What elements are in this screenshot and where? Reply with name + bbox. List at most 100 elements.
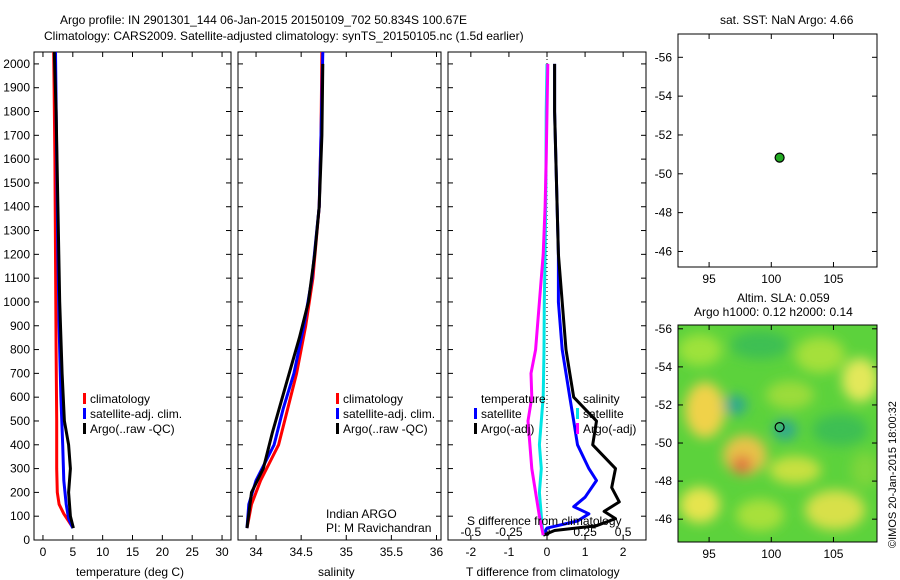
difference-s-tick-label: -0.25 <box>495 525 523 539</box>
depth-tick-label: 600 <box>10 390 30 404</box>
sst-map-ytick-label: -52 <box>655 128 673 142</box>
difference-legend-s-argo-swatch <box>576 423 579 434</box>
salinity-legend-climatology-swatch <box>336 393 339 404</box>
depth-tick-label: 2000 <box>3 57 30 71</box>
salinity-legend-climatology: climatology <box>343 392 404 406</box>
difference-xtick-label: 2 <box>620 545 627 559</box>
salinity-legend-satellite-swatch <box>336 408 339 419</box>
depth-tick-label: 1400 <box>3 200 30 214</box>
difference-legend-s-argo: Argo(-adj) <box>583 422 637 436</box>
salinity-legend-satellite: satellite-adj. clim. <box>343 407 436 421</box>
difference-legend-t-argo: Argo(-adj) <box>481 422 535 436</box>
depth-tick-label: 800 <box>10 343 30 357</box>
depth-tick-label: 1900 <box>3 81 30 95</box>
depth-tick-label: 1200 <box>3 247 30 261</box>
sla-map-xtick-label: 95 <box>702 547 716 561</box>
salinity-annotation-line2: PI: M Ravichandran <box>326 521 432 535</box>
sla-map-ytick-label: -46 <box>655 512 673 526</box>
sla-map-subtitle: Argo h1000: 0.12 h2000: 0.14 <box>694 305 853 319</box>
depth-tick-label: 1800 <box>3 105 30 119</box>
sst-map-ytick-label: -48 <box>655 206 673 220</box>
difference-xtick-label: 1 <box>582 545 589 559</box>
sla-map-xtick-label: 100 <box>761 547 781 561</box>
salinity-xtick-label: 34.5 <box>289 545 313 559</box>
depth-tick-label: 100 <box>10 509 30 523</box>
salinity-legend-argo-swatch <box>336 423 339 434</box>
temperature-xtick-label: 20 <box>156 545 170 559</box>
sla-map-ytick-label: -48 <box>655 474 673 488</box>
sst-map-argo-location-marker <box>774 152 785 163</box>
depth-tick-label: 500 <box>10 414 30 428</box>
sla-map-title: Altim. SLA: 0.059 <box>737 291 830 305</box>
depth-tick-label: 1300 <box>3 224 30 238</box>
depth-tick-label: 400 <box>10 438 30 452</box>
salinity-legend-argo: Argo(..raw -QC) <box>343 422 428 436</box>
difference-s-tick-label: -0.5 <box>461 525 482 539</box>
difference-legend-t-satellite: satellite <box>481 407 522 421</box>
salinity-xtick-label: 35.5 <box>380 545 404 559</box>
difference-s-tick-label: 0.5 <box>615 525 632 539</box>
depth-tick-label: 1700 <box>3 128 30 142</box>
depth-tick-label: 1000 <box>3 295 30 309</box>
sst-map-axes <box>677 33 878 268</box>
sla-map-xtick-label: 105 <box>823 547 843 561</box>
salinity-xlabel: salinity <box>318 565 355 579</box>
temperature-legend-argo-swatch <box>83 423 86 434</box>
sst-map-title: sat. SST: NaN Argo: 4.66 <box>720 13 854 27</box>
difference-legend-t-argo-swatch <box>474 423 477 434</box>
difference-legend-title-s: salinity <box>583 392 620 406</box>
depth-tick-label: 200 <box>10 485 30 499</box>
sla-map-argo-location-marker <box>774 422 785 433</box>
temperature-axes <box>33 51 232 541</box>
difference-legend-t-satellite-swatch <box>474 408 477 419</box>
temperature-legend-satellite: satellite-adj. clim. <box>90 407 183 421</box>
difference-xlabel2: S difference from climatology <box>467 514 622 528</box>
depth-tick-label: 700 <box>10 366 30 380</box>
temperature-xtick-label: 5 <box>69 545 76 559</box>
sla-map-ytick-label: -50 <box>655 436 673 450</box>
salinity-series-group <box>245 52 325 529</box>
sla-map-ytick-label: -56 <box>655 322 673 336</box>
salinity-xtick-label: 36 <box>430 545 444 559</box>
difference-series-3 <box>526 63 550 536</box>
sla-heatmap <box>678 325 877 542</box>
depth-tick-label: 300 <box>10 462 30 476</box>
sst-map-xtick-label: 100 <box>761 272 781 286</box>
temperature-series-0 <box>52 52 73 527</box>
sst-map-ytick-label: -54 <box>655 89 673 103</box>
salinity-xtick-label: 35 <box>340 545 354 559</box>
depth-tick-label: 0 <box>23 533 30 547</box>
sla-map-axes <box>677 324 878 543</box>
difference-legend-s-satellite: satellite <box>583 407 624 421</box>
difference-series-group <box>526 63 621 537</box>
salinity-xtick-label: 34 <box>249 545 263 559</box>
temperature-xtick-label: 0 <box>40 545 47 559</box>
temperature-series-2 <box>52 52 75 529</box>
difference-legend-title-t: temperature <box>481 392 546 406</box>
header-line1: Argo profile: IN 2901301_144 06-Jan-2015… <box>60 13 467 27</box>
salinity-series-2 <box>245 63 325 529</box>
difference-legend-s-satellite-swatch <box>576 408 579 419</box>
difference-xtick-label: -1 <box>504 545 515 559</box>
sla-map-ytick-label: -52 <box>655 398 673 412</box>
temperature-xtick-label: 10 <box>96 545 110 559</box>
temperature-legend-climatology: climatology <box>90 392 151 406</box>
temperature-legend-satellite-swatch <box>83 408 86 419</box>
sst-map-ytick-label: -50 <box>655 167 673 181</box>
depth-tick-label: 1600 <box>3 152 30 166</box>
difference-series-1 <box>542 63 621 537</box>
difference-xlabel: T difference from climatology <box>466 565 620 579</box>
imos-credit: ©IMOS 20-Jan-2015 18:00:32 <box>887 401 899 548</box>
temperature-xlabel: temperature (deg C) <box>76 565 185 579</box>
temperature-legend-argo: Argo(..raw -QC) <box>90 422 175 436</box>
temperature-xtick-label: 25 <box>186 545 200 559</box>
header-line2: Climatology: CARS2009. Satellite-adjuste… <box>44 29 524 43</box>
sst-map-xtick-label: 105 <box>823 272 843 286</box>
sst-map-ytick-label: -46 <box>655 244 673 258</box>
sst-map-ytick-label: -56 <box>655 50 673 64</box>
temperature-xtick-label: 30 <box>215 545 229 559</box>
temperature-legend-climatology-swatch <box>83 393 86 404</box>
temperature-series-group <box>52 52 75 529</box>
sst-map-xtick-label: 95 <box>702 272 716 286</box>
